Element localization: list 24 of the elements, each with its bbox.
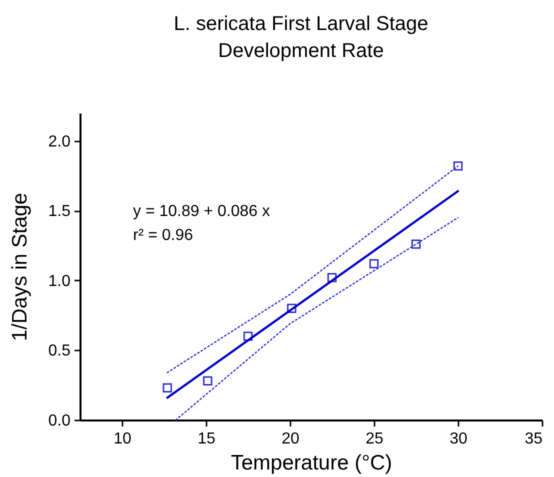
x-tick-label: 35 [524, 430, 543, 448]
annotation: r² = 0.96 [133, 227, 194, 244]
y-tick-label: 0.5 [48, 342, 71, 360]
point [411, 240, 421, 249]
chart-title: L. sericata First Larval Stage Development Rate [174, 13, 428, 62]
y-tick-label: 1.5 [48, 203, 71, 220]
y-axis-title: 1/Days in Stage [8, 192, 32, 342]
point [327, 273, 337, 282]
y-tick-label: 0.0 [48, 412, 71, 430]
x-tick-label: 25 [366, 430, 384, 448]
x-tick-label: 30 [450, 430, 468, 448]
point [369, 259, 379, 268]
point [243, 332, 253, 341]
point [203, 376, 212, 386]
point [453, 161, 463, 171]
x-tick-label: 15 [198, 430, 216, 448]
x-tick-label: 10 [114, 430, 132, 448]
y-tick-label: 2.0 [48, 133, 71, 150]
point [162, 383, 172, 393]
x-axis-title: Temperature (°C) [230, 452, 392, 474]
annotation: y = 10.89 + 0.086 x [133, 203, 270, 220]
point [287, 304, 296, 313]
x-tick-label: 20 [282, 430, 300, 448]
y-tick-label: 1.0 [48, 272, 71, 290]
